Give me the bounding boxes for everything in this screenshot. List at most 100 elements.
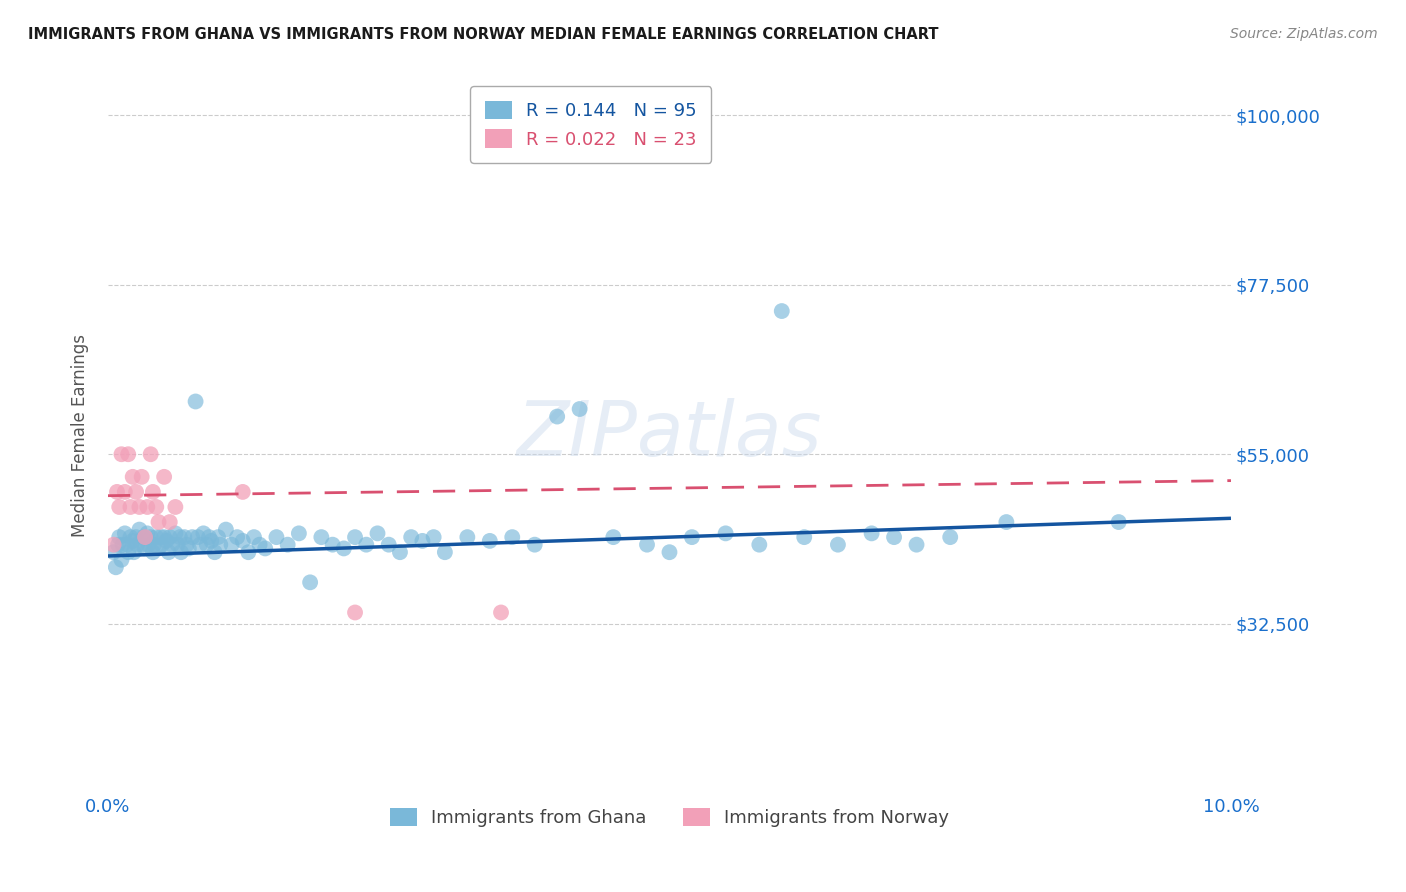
Point	[115, 538, 138, 552]
Point	[636, 538, 658, 552]
Point	[155, 533, 177, 548]
Point	[153, 530, 176, 544]
Point	[136, 526, 159, 541]
Point	[277, 538, 299, 552]
Point	[883, 530, 905, 544]
Point	[128, 500, 150, 514]
Point	[165, 526, 187, 541]
Point	[166, 538, 188, 552]
Point	[131, 538, 153, 552]
Point	[121, 470, 143, 484]
Point	[121, 533, 143, 548]
Point	[176, 538, 198, 552]
Text: ZIPatlas: ZIPatlas	[517, 399, 823, 473]
Point	[478, 533, 501, 548]
Point	[138, 538, 160, 552]
Point	[177, 541, 200, 556]
Point	[658, 545, 681, 559]
Point	[148, 541, 170, 556]
Point	[714, 526, 737, 541]
Point	[134, 541, 156, 556]
Point	[170, 545, 193, 559]
Point	[288, 526, 311, 541]
Point	[905, 538, 928, 552]
Point	[131, 470, 153, 484]
Point	[111, 538, 134, 552]
Point	[200, 533, 222, 548]
Text: Source: ZipAtlas.com: Source: ZipAtlas.com	[1230, 27, 1378, 41]
Point	[366, 526, 388, 541]
Point	[995, 515, 1018, 529]
Point	[198, 530, 221, 544]
Point	[433, 545, 456, 559]
Point	[501, 530, 523, 544]
Point	[681, 530, 703, 544]
Point	[120, 530, 142, 544]
Point	[299, 575, 322, 590]
Point	[249, 538, 271, 552]
Point	[169, 530, 191, 544]
Point	[748, 538, 770, 552]
Point	[333, 541, 356, 556]
Point	[827, 538, 849, 552]
Point	[232, 484, 254, 499]
Point	[117, 447, 139, 461]
Point	[134, 530, 156, 544]
Point	[523, 538, 546, 552]
Point	[160, 538, 183, 552]
Y-axis label: Median Female Earnings: Median Female Earnings	[72, 334, 89, 537]
Point	[125, 530, 148, 544]
Point	[344, 530, 367, 544]
Point	[311, 530, 333, 544]
Point	[114, 484, 136, 499]
Point	[422, 530, 444, 544]
Point	[103, 538, 125, 552]
Point	[356, 538, 378, 552]
Point	[143, 538, 166, 552]
Point	[860, 526, 883, 541]
Point	[148, 515, 170, 529]
Point	[411, 533, 433, 548]
Point	[322, 538, 344, 552]
Point	[770, 304, 793, 318]
Point	[939, 530, 962, 544]
Legend: Immigrants from Ghana, Immigrants from Norway: Immigrants from Ghana, Immigrants from N…	[382, 801, 956, 834]
Point	[193, 526, 215, 541]
Point	[107, 538, 129, 552]
Point	[142, 545, 165, 559]
Point	[139, 530, 162, 544]
Point	[136, 500, 159, 514]
Point	[145, 530, 167, 544]
Point	[128, 523, 150, 537]
Point	[150, 538, 173, 552]
Point	[114, 526, 136, 541]
Point	[195, 538, 218, 552]
Point	[388, 545, 411, 559]
Point	[568, 402, 591, 417]
Point	[110, 447, 132, 461]
Point	[117, 545, 139, 559]
Point	[159, 530, 181, 544]
Point	[153, 470, 176, 484]
Point	[157, 545, 180, 559]
Point	[266, 530, 288, 544]
Point	[149, 530, 172, 544]
Point	[125, 484, 148, 499]
Point	[184, 394, 207, 409]
Point	[108, 530, 131, 544]
Point	[207, 530, 229, 544]
Point	[456, 530, 478, 544]
Point	[108, 500, 131, 514]
Point	[142, 484, 165, 499]
Point	[110, 553, 132, 567]
Point	[120, 500, 142, 514]
Point	[1108, 515, 1130, 529]
Point	[243, 530, 266, 544]
Point	[139, 447, 162, 461]
Point	[793, 530, 815, 544]
Point	[215, 523, 238, 537]
Point	[546, 409, 568, 424]
Point	[344, 606, 367, 620]
Point	[399, 530, 422, 544]
Point	[232, 533, 254, 548]
